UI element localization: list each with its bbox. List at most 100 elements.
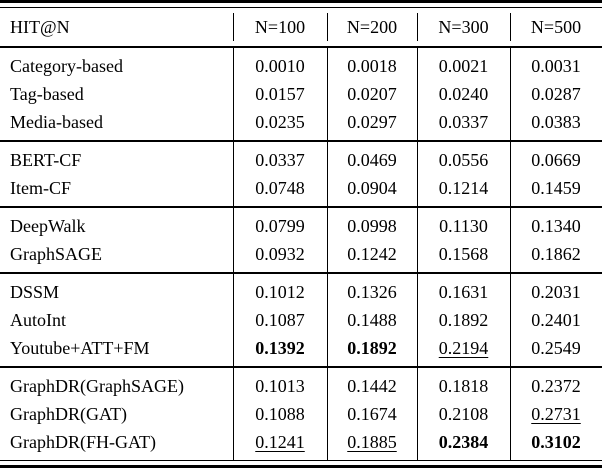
bottom-rule-thin xyxy=(0,460,602,461)
group-separator xyxy=(0,46,602,48)
method-name: GraphSAGE xyxy=(10,243,102,264)
bottom-rule-gap xyxy=(0,461,602,465)
row-group-graphdr: GraphDR(GraphSAGE) 0.1013 0.1442 0.1818 … xyxy=(0,368,602,460)
column-divider xyxy=(233,274,234,366)
table-row: GraphSAGE 0.0932 0.1242 0.1568 0.1862 xyxy=(0,240,602,268)
metric-value: 0.1130 xyxy=(439,215,488,236)
column-divider xyxy=(417,208,418,272)
metric-value: 0.1088 xyxy=(255,403,305,424)
metric-value: 0.0207 xyxy=(347,83,397,104)
metric-value: 0.0932 xyxy=(255,243,305,264)
table-row: GraphDR(GraphSAGE) 0.1013 0.1442 0.1818 … xyxy=(0,372,602,400)
top-rule-thick xyxy=(0,0,602,3)
bottom-rule-thick xyxy=(0,465,602,468)
column-divider xyxy=(327,274,328,366)
metric-value: 0.0031 xyxy=(531,55,581,76)
header-row: HIT@N N=100 N=200 N=300 N=500 xyxy=(0,12,602,42)
method-name: GraphDR(FH-GAT) xyxy=(10,431,156,452)
method-name: DeepWalk xyxy=(10,215,86,236)
metric-value: 0.0337 xyxy=(255,149,305,170)
metric-value: 0.1087 xyxy=(255,309,305,330)
metric-value: 0.3102 xyxy=(531,431,581,452)
group-separator xyxy=(0,272,602,274)
column-divider xyxy=(233,208,234,272)
column-divider xyxy=(510,48,511,140)
row-group-content-based: Category-based 0.0010 0.0018 0.0021 0.00… xyxy=(0,48,602,140)
column-divider xyxy=(510,208,511,272)
method-name: BERT-CF xyxy=(10,149,82,170)
table-row: DeepWalk 0.0799 0.0998 0.1130 0.1340 xyxy=(0,212,602,240)
metric-value: 0.1631 xyxy=(438,281,489,302)
metric-value: 0.1013 xyxy=(255,375,305,396)
metric-value: 0.1892 xyxy=(438,309,489,330)
column-divider xyxy=(417,13,418,41)
metric-value: 0.1214 xyxy=(438,177,489,198)
method-name: DSSM xyxy=(10,281,60,302)
metric-value: 0.0337 xyxy=(438,111,489,132)
metric-value: 0.0240 xyxy=(438,83,489,104)
metric-value: 0.1340 xyxy=(531,215,581,236)
method-name: Tag-based xyxy=(10,83,84,104)
column-divider xyxy=(417,368,418,460)
header-col-n100: N=100 xyxy=(254,16,306,37)
row-group-graph-embedding: DeepWalk 0.0799 0.0998 0.1130 0.1340 Gra… xyxy=(0,208,602,272)
top-rule-gap xyxy=(0,3,602,7)
metric-value: 0.0998 xyxy=(347,215,397,236)
column-divider xyxy=(510,368,511,460)
metric-value: 0.1674 xyxy=(347,403,397,424)
metric-value: 0.0018 xyxy=(347,55,397,76)
table-row: Youtube+ATT+FM 0.1392 0.1892 0.2194 0.25… xyxy=(0,334,602,362)
column-divider xyxy=(510,13,511,41)
metric-value: 0.0799 xyxy=(255,215,305,236)
metric-value: 0.1442 xyxy=(347,375,397,396)
metric-value: 0.0469 xyxy=(347,149,397,170)
metric-value: 0.1568 xyxy=(438,243,489,264)
metric-value: 0.1862 xyxy=(531,243,581,264)
metric-value: 0.1326 xyxy=(347,281,397,302)
group-separator xyxy=(0,366,602,368)
metric-value: 0.0904 xyxy=(347,177,397,198)
header-col-n500: N=500 xyxy=(530,16,582,37)
top-rule-thin xyxy=(0,7,602,8)
metric-value: 0.0021 xyxy=(438,55,489,76)
metric-value: 0.0669 xyxy=(531,149,581,170)
method-name: Media-based xyxy=(10,111,103,132)
metric-value: 0.1242 xyxy=(347,243,397,264)
metric-value: 0.1885 xyxy=(347,431,397,452)
method-name: GraphDR(GraphSAGE) xyxy=(10,375,184,396)
method-name: Item-CF xyxy=(10,177,71,198)
table-row: Tag-based 0.0157 0.0207 0.0240 0.0287 xyxy=(0,80,602,108)
metric-value: 0.1241 xyxy=(255,431,305,452)
column-divider xyxy=(233,142,234,206)
metric-value: 0.0297 xyxy=(347,111,397,132)
metric-value: 0.0556 xyxy=(438,149,489,170)
metric-value: 0.0287 xyxy=(531,83,581,104)
metric-value: 0.1012 xyxy=(255,281,305,302)
column-divider xyxy=(327,142,328,206)
table-row: GraphDR(FH-GAT) 0.1241 0.1885 0.2384 0.3… xyxy=(0,428,602,456)
column-divider xyxy=(417,274,418,366)
table-header: HIT@N N=100 N=200 N=300 N=500 xyxy=(0,8,602,46)
metric-value: 0.1392 xyxy=(255,337,305,358)
header-metric-label: HIT@N xyxy=(10,16,70,37)
metric-value: 0.1892 xyxy=(347,337,397,358)
column-divider xyxy=(510,274,511,366)
metric-value: 0.0010 xyxy=(255,55,305,76)
table-row: BERT-CF 0.0337 0.0469 0.0556 0.0669 xyxy=(0,146,602,174)
column-divider xyxy=(233,48,234,140)
metric-value: 0.2372 xyxy=(531,375,581,396)
metric-value: 0.2031 xyxy=(531,281,581,302)
metric-value: 0.0157 xyxy=(255,83,305,104)
metric-value: 0.0748 xyxy=(255,177,305,198)
column-divider xyxy=(417,142,418,206)
method-name: GraphDR(GAT) xyxy=(10,403,127,424)
column-divider xyxy=(327,208,328,272)
column-divider xyxy=(510,142,511,206)
table-row: Media-based 0.0235 0.0297 0.0337 0.0383 xyxy=(0,108,602,136)
metric-value: 0.1818 xyxy=(438,375,489,396)
metric-value: 0.0235 xyxy=(255,111,305,132)
group-separator xyxy=(0,206,602,208)
metric-value: 0.2731 xyxy=(531,403,581,424)
column-divider xyxy=(417,48,418,140)
